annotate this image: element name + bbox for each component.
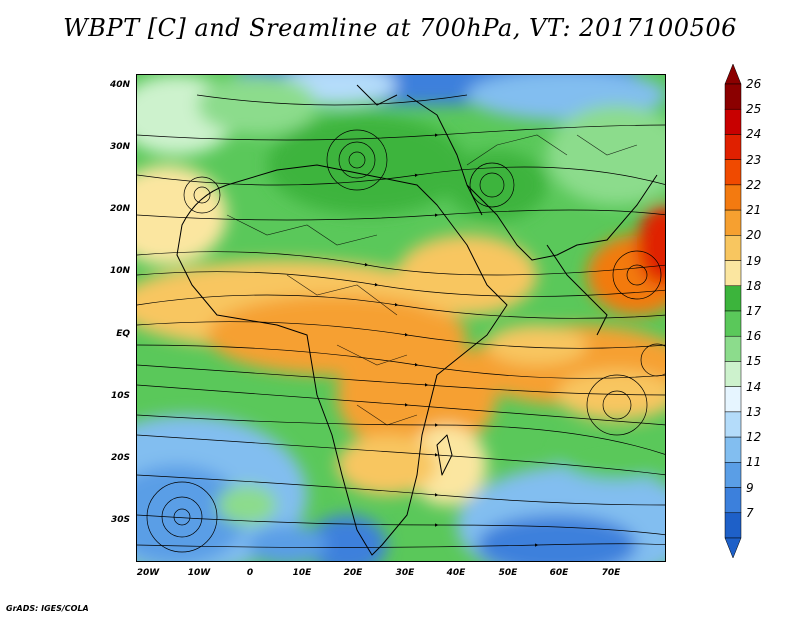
colorbar-swatch [724, 260, 742, 287]
lon-label: 70E [601, 568, 621, 578]
colorbar-label: 7 [746, 505, 754, 520]
lat-label: 30N [109, 142, 130, 152]
colorbar-label: 20 [746, 228, 762, 243]
colorbar-label: 18 [746, 278, 762, 293]
colorbar-label: 23 [746, 152, 762, 167]
lat-label: 40N [109, 80, 130, 90]
colorbar-swatch [724, 487, 742, 514]
colorbar-label: 17 [746, 304, 762, 318]
colorbar-label: 14 [746, 379, 762, 394]
lon-label: 50E [498, 568, 518, 578]
colorbar-swatch [724, 436, 742, 463]
lat-label: EQ [116, 329, 130, 339]
lat-label: 10N [109, 266, 130, 276]
lat-label: 20S [110, 453, 130, 463]
colorbar-label: 9 [746, 480, 754, 495]
credit-text: GrADS: IGES/COLA [6, 604, 89, 613]
colorbar-label: 12 [746, 430, 762, 445]
colorbar-swatch [724, 209, 742, 236]
colorbar-swatch [724, 310, 742, 337]
colorbar [724, 64, 742, 558]
wbpt-field [137, 75, 665, 561]
colorbar-swatch [724, 386, 742, 413]
colorbar-label: 16 [746, 329, 762, 344]
colorbar-swatch [724, 134, 742, 160]
colorbar-swatch [724, 285, 742, 312]
colorbar-label: 11 [746, 455, 762, 470]
colorbar-label: 21 [746, 203, 762, 218]
colorbar-label: 22 [746, 177, 762, 192]
lon-label: 10W [187, 568, 211, 578]
lon-label: 10E [292, 568, 312, 578]
colorbar-swatch [724, 512, 742, 539]
colorbar-swatch [724, 159, 742, 186]
colorbar-bottom-arrow [724, 537, 742, 558]
colorbar-swatch [724, 235, 742, 261]
colorbar-label: 13 [746, 404, 762, 419]
lon-label: 20E [343, 568, 363, 578]
lon-label: 20W [136, 568, 160, 578]
lon-label: 40E [446, 568, 466, 578]
colorbar-swatch [724, 335, 742, 362]
colorbar-swatch [724, 462, 742, 488]
colorbar-swatch [724, 108, 742, 135]
colorbar-label: 25 [746, 102, 762, 117]
colorbar-swatch [724, 184, 742, 211]
colorbar-swatch [724, 361, 742, 387]
colorbar-label: 19 [746, 253, 762, 268]
colorbar-swatch [724, 83, 742, 110]
map-panel [136, 74, 666, 562]
lat-label: 20N [109, 204, 130, 214]
chart-title: WBPT [C] and Sreamline at 700hPa, VT: 20… [63, 14, 737, 42]
colorbar-label: 26 [746, 77, 762, 91]
colorbar-label: 15 [746, 354, 762, 369]
lat-label: 10S [110, 391, 130, 401]
lon-label: 60E [549, 568, 569, 578]
lat-label: 30S [110, 515, 130, 525]
colorbar-top-arrow [724, 64, 742, 85]
lon-label: 0 [246, 568, 254, 578]
lon-label: 30E [395, 568, 415, 578]
colorbar-swatch [724, 411, 742, 438]
colorbar-label: 24 [746, 127, 762, 142]
